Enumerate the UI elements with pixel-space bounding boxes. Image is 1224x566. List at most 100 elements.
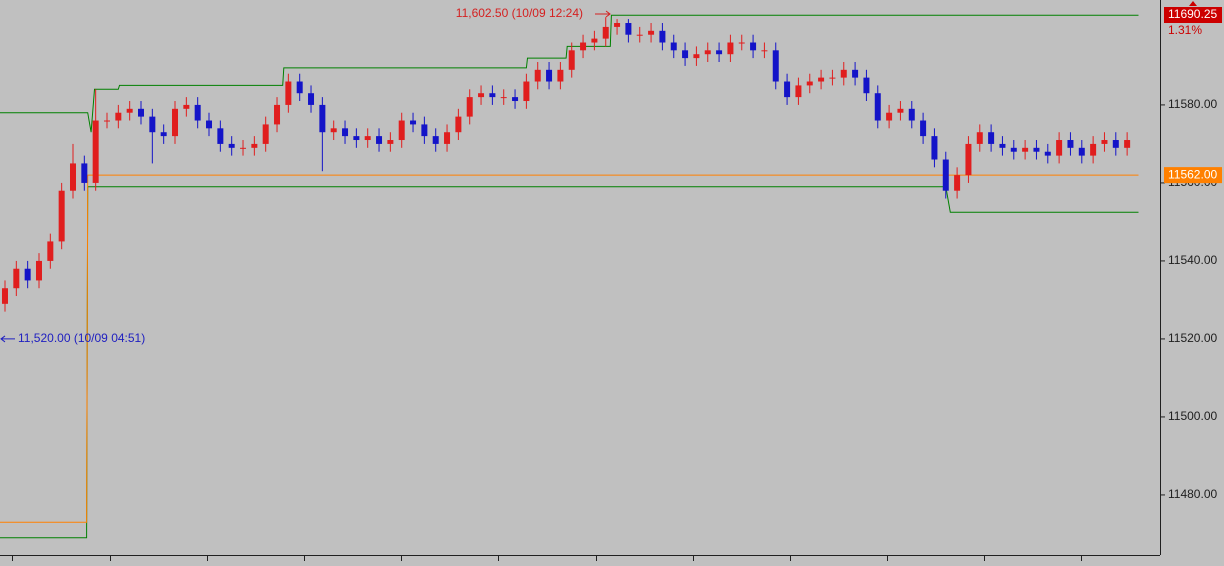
candle-body xyxy=(591,38,598,43)
candle-body xyxy=(795,85,802,98)
candle-body xyxy=(852,69,859,78)
candle-body xyxy=(840,69,847,78)
y-tick-label: 11540.00 xyxy=(1168,253,1217,267)
indicator-line xyxy=(0,186,1139,539)
indicator-line xyxy=(0,174,1139,523)
candle-body xyxy=(682,50,689,59)
candle-body xyxy=(1010,147,1017,152)
candle-body xyxy=(138,108,145,117)
candle-body xyxy=(988,132,995,144)
y-tick-label: 11480.00 xyxy=(1168,487,1217,501)
candle-body xyxy=(466,97,473,117)
candle-body xyxy=(58,190,65,242)
candle-body xyxy=(262,124,269,144)
top-price-box xyxy=(1164,7,1222,23)
last-price-label: 11562.00 xyxy=(1168,167,1217,181)
candle-body xyxy=(47,241,54,261)
candle-body xyxy=(478,93,485,98)
candle-body xyxy=(398,120,405,141)
candle-body xyxy=(716,50,723,55)
change: 1.31% xyxy=(1168,23,1202,37)
low-annotation-arrow xyxy=(0,335,15,343)
high-annotation-arrow xyxy=(595,10,611,18)
candle-body xyxy=(534,69,541,82)
candle-body xyxy=(1112,140,1119,148)
candle-body xyxy=(296,81,303,94)
candle-body xyxy=(410,120,417,125)
candle-body xyxy=(319,104,326,133)
candle-body xyxy=(172,108,179,137)
candle-body xyxy=(761,50,768,52)
high-annotation: 11,602.50 (10/09 12:24) xyxy=(456,6,583,20)
candle-body xyxy=(1067,140,1074,148)
candle-body xyxy=(659,30,666,43)
candle-body xyxy=(489,93,496,98)
candle-body xyxy=(568,50,575,70)
candle-body xyxy=(750,42,757,51)
candle-body xyxy=(35,260,42,281)
candle-body xyxy=(897,108,904,113)
candle-body xyxy=(1090,143,1097,156)
candle-body xyxy=(1,288,8,304)
candle-body xyxy=(738,42,745,44)
candle-body xyxy=(126,108,133,113)
candle-body xyxy=(908,108,915,121)
candle-body xyxy=(432,136,439,144)
candle-body xyxy=(24,268,31,281)
candle-body xyxy=(194,104,201,121)
candle-body xyxy=(1101,140,1108,144)
candle-body xyxy=(115,112,122,121)
candle-body xyxy=(217,128,224,144)
candle-body xyxy=(1056,140,1063,156)
candle-body xyxy=(421,124,428,137)
candle-body xyxy=(81,163,88,183)
candle-body xyxy=(829,77,836,79)
candle-body xyxy=(240,147,247,149)
candle-body xyxy=(546,69,553,82)
candle-body xyxy=(557,69,564,82)
candle-body xyxy=(648,30,655,35)
candle-body xyxy=(965,143,972,176)
candle-body xyxy=(1078,147,1085,156)
candle-body xyxy=(160,132,167,137)
candle-body xyxy=(512,97,519,102)
candle-body xyxy=(104,120,111,122)
candle-body xyxy=(376,136,383,144)
candle-body xyxy=(863,77,870,94)
indicator-line xyxy=(0,14,1139,133)
candle-body xyxy=(580,42,587,51)
candle-body xyxy=(149,116,156,133)
candle-body xyxy=(92,120,99,183)
candle-body xyxy=(704,50,711,55)
candle-body xyxy=(1044,151,1051,156)
candle-body xyxy=(523,81,530,102)
top-marker xyxy=(1189,1,1197,6)
candle-body xyxy=(784,81,791,98)
y-tick-label: 11580.00 xyxy=(1168,97,1217,111)
low-annotation: 11,520.00 (10/09 04:51) xyxy=(18,331,145,345)
candle-body xyxy=(920,120,927,137)
candle-body xyxy=(13,268,20,289)
candle-body xyxy=(183,104,190,109)
candle-body xyxy=(614,23,621,27)
candle-body xyxy=(330,128,337,133)
candle-body xyxy=(942,159,949,191)
y-tick-label: 11520.00 xyxy=(1168,331,1217,345)
candle-body xyxy=(954,175,961,191)
candle-body xyxy=(999,143,1006,148)
candle-body xyxy=(874,93,881,121)
candle-body xyxy=(455,116,462,133)
candle-body xyxy=(670,42,677,51)
candle-body xyxy=(727,42,734,55)
candle-body xyxy=(444,132,451,144)
candle-body xyxy=(806,81,813,86)
candle-body xyxy=(500,97,507,99)
candle-body xyxy=(285,81,292,105)
last-price-box xyxy=(1164,167,1222,184)
candle-body xyxy=(818,77,825,82)
candle-body xyxy=(387,140,394,144)
candle-body xyxy=(228,143,235,148)
